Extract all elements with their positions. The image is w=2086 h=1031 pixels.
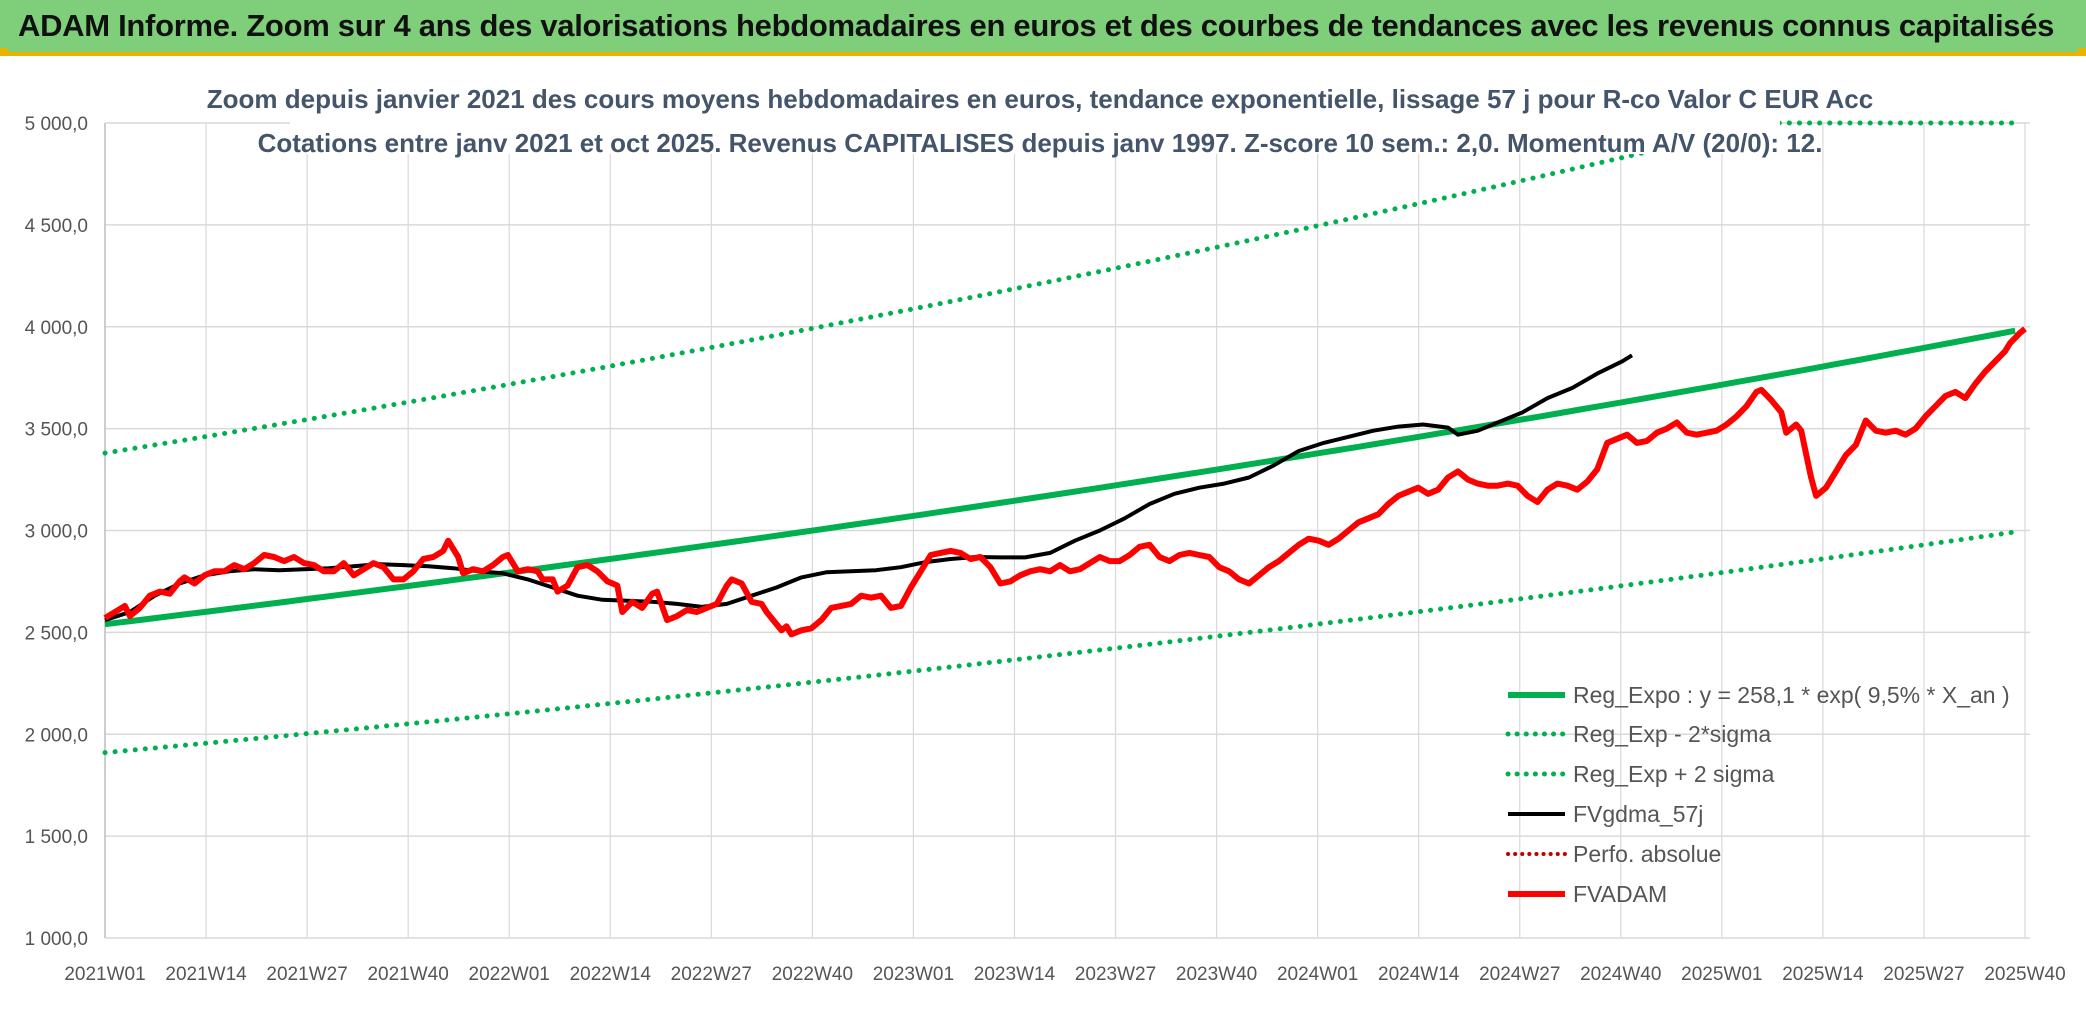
x-axis: 2021W01 2021W14 2021W27 2021W40 2022W01 2022W… <box>64 964 2065 985</box>
chart-title-line-1: Zoom depuis janvier 2021 des cours moyen… <box>207 84 1873 114</box>
x-tick-label: 2023W40 <box>1176 964 1257 985</box>
series-fvadam <box>103 326 2027 638</box>
x-tick-label: 2023W14 <box>974 964 1056 985</box>
x-tick-label: 2022W40 <box>772 964 853 985</box>
x-tick-label: 2025W27 <box>1883 964 1964 985</box>
series-layer <box>102 120 2027 756</box>
legend: Reg_Expo : y = 258,1 * exp( 9,5% * X_an … <box>1505 682 2010 907</box>
title-background <box>290 80 1780 154</box>
y-tick-label: 4 500,0 <box>25 216 88 237</box>
header-banner: ADAM Informe. Zoom sur 4 ans des valoris… <box>0 0 2086 56</box>
x-tick-label: 2023W27 <box>1075 964 1156 985</box>
series-reg-exp-plus-2sigma <box>102 120 2018 456</box>
x-tick-label: 2025W01 <box>1681 964 1762 985</box>
y-tick-label: 5 000,0 <box>25 114 88 135</box>
x-tick-label: 2025W14 <box>1782 964 1864 985</box>
x-tick-label: 2023W01 <box>873 964 954 985</box>
x-tick-label: 2025W40 <box>1984 964 2065 985</box>
x-tick-label: 2024W27 <box>1479 964 1560 985</box>
legend-label: Reg_Exp - 2*sigma <box>1573 721 1771 747</box>
legend-label: Reg_Exp + 2 sigma <box>1573 761 1775 787</box>
series-reg-expo <box>104 327 2016 628</box>
grid-layer <box>104 122 2030 939</box>
corner-accent <box>2078 48 2086 56</box>
series-fvgdma-57j <box>104 353 1634 623</box>
y-tick-label: 1 500,0 <box>25 827 88 848</box>
x-tick-label: 2024W01 <box>1277 964 1358 985</box>
series-reg-exp-minus-2sigma <box>102 529 2018 756</box>
legend-label: FVgdma_57j <box>1573 801 1703 827</box>
x-tick-label: 2022W27 <box>671 964 752 985</box>
x-tick-label: 2024W40 <box>1580 964 1661 985</box>
corner-accent <box>0 48 8 56</box>
x-tick-label: 2021W40 <box>367 964 448 985</box>
x-tick-label: 2022W01 <box>469 964 550 985</box>
legend-label: Perfo. absolue <box>1573 841 1721 867</box>
y-tick-label: 1 000,0 <box>25 929 88 950</box>
chart-title-line-2: Cotations entre janv 2021 et oct 2025. R… <box>258 128 1823 158</box>
x-tick-label: 2021W01 <box>64 964 145 985</box>
y-tick-label: 3 000,0 <box>25 522 88 543</box>
x-tick-label: 2022W14 <box>570 964 652 985</box>
y-tick-label: 3 500,0 <box>25 420 88 441</box>
page-title: ADAM Informe. Zoom sur 4 ans des valoris… <box>18 8 2055 43</box>
x-tick-label: 2024W14 <box>1378 964 1460 985</box>
legend-label: FVADAM <box>1573 881 1667 907</box>
y-axis: 1 000,0 1 500,0 2 000,0 2 500,0 3 000,0 3 500… <box>25 114 88 950</box>
x-tick-label: 2021W14 <box>165 964 247 985</box>
x-tick-label: 2021W27 <box>266 964 347 985</box>
legend-label: Reg_Expo : y = 258,1 * exp( 9,5% * X_an … <box>1573 682 2010 708</box>
y-tick-label: 4 000,0 <box>25 318 88 339</box>
y-tick-label: 2 000,0 <box>25 725 88 746</box>
y-tick-label: 2 500,0 <box>25 623 88 644</box>
